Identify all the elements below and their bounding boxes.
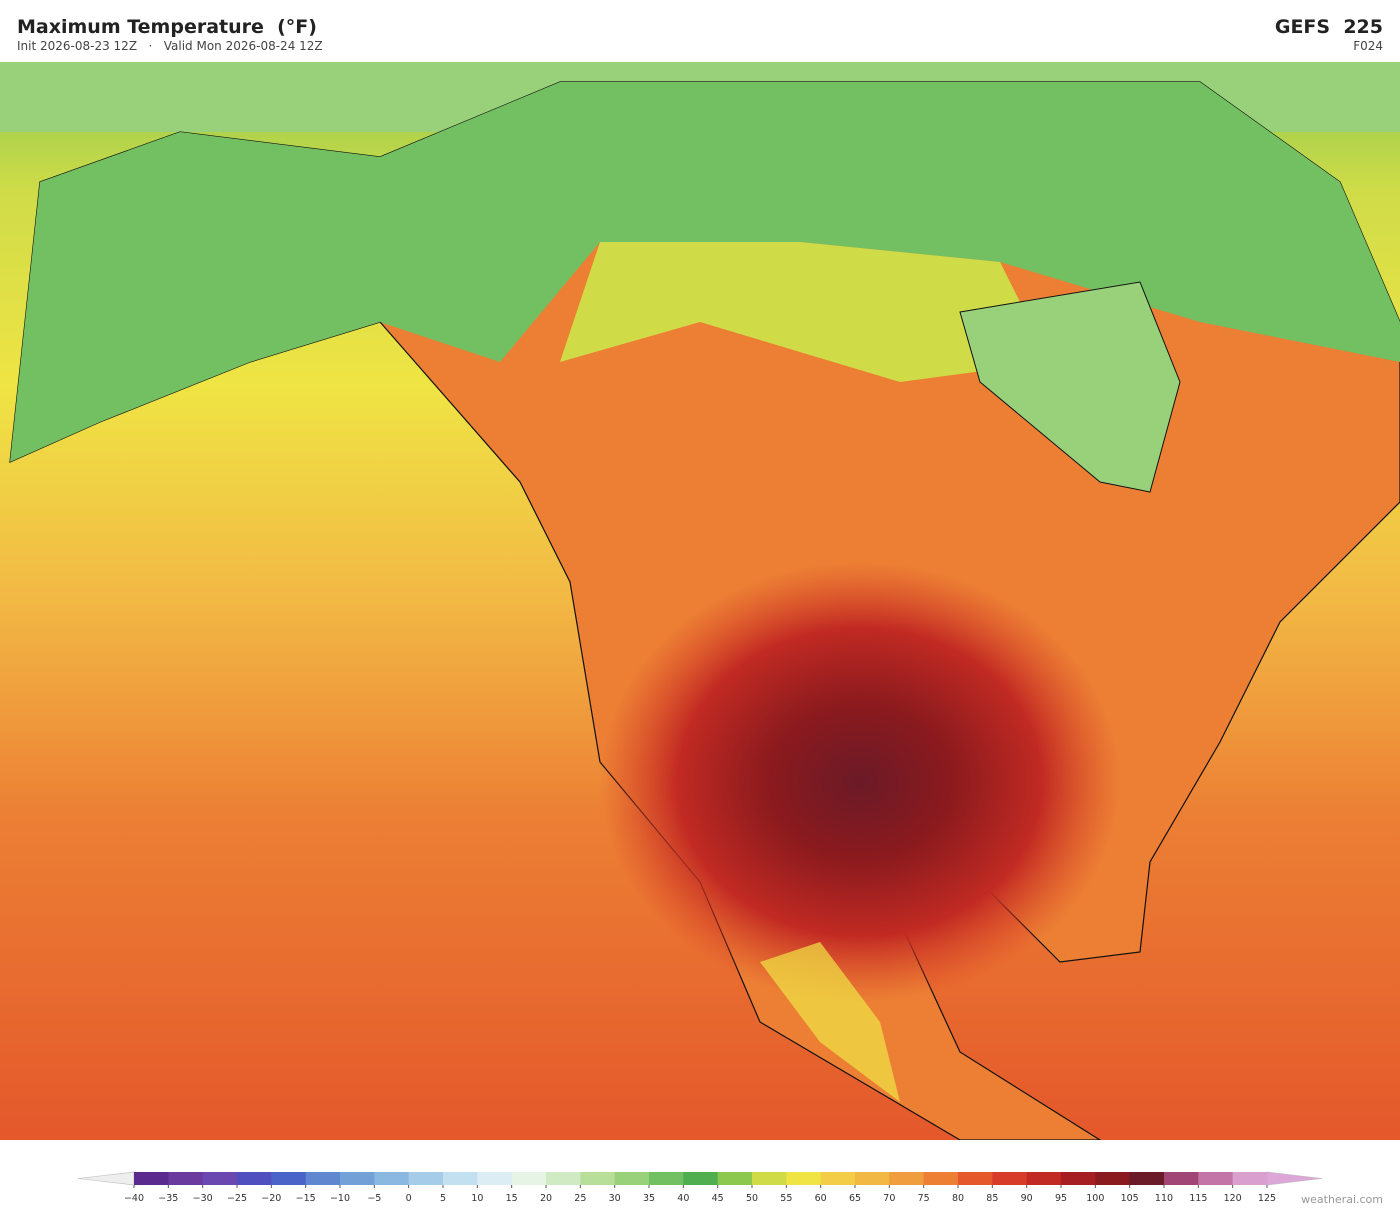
tick-label: 30: [609, 1193, 621, 1204]
tick-label: 80: [952, 1193, 964, 1204]
color-box: [923, 1172, 959, 1185]
color-box: [1232, 1172, 1268, 1185]
color-box: [992, 1172, 1028, 1185]
color-box: [408, 1172, 444, 1185]
color-box: [717, 1172, 753, 1185]
credit: weatherai.com: [1301, 1193, 1383, 1206]
color-box: [374, 1172, 410, 1185]
color-box: [305, 1172, 341, 1185]
extend-low: [77, 1171, 135, 1186]
forecast-hour: F024: [1353, 39, 1383, 53]
tick-label: −15: [296, 1193, 316, 1204]
tick-label: −35: [158, 1193, 178, 1204]
color-box: [237, 1172, 272, 1185]
color-box: [649, 1172, 684, 1185]
tick-label: −20: [261, 1193, 281, 1204]
color-box: [1095, 1172, 1131, 1185]
color-box: [958, 1172, 993, 1185]
tick-label: 65: [849, 1193, 861, 1204]
color-box: [614, 1172, 650, 1185]
color-box: [786, 1172, 822, 1185]
tick-label: −10: [330, 1193, 350, 1204]
tick-label: 90: [1021, 1193, 1033, 1204]
color-box: [1061, 1172, 1096, 1185]
color-box: [134, 1172, 169, 1185]
color-box: [168, 1172, 204, 1185]
color-box: [271, 1172, 307, 1185]
tick-label: −40: [124, 1193, 144, 1204]
tick-label: −5: [367, 1193, 381, 1204]
subtitle: Init 2026-08-23 12Z · Valid Mon 2026-08-…: [17, 39, 323, 53]
tick-label: 5: [440, 1193, 446, 1204]
color-box: [546, 1172, 581, 1185]
tick-label: 15: [506, 1193, 518, 1204]
tick-label: 25: [574, 1193, 586, 1204]
color-box: [1129, 1172, 1165, 1185]
color-box: [580, 1172, 616, 1185]
tick-label: 70: [883, 1193, 895, 1204]
tick-label: 35: [643, 1193, 655, 1204]
tick-label: 95: [1055, 1193, 1067, 1204]
tick-label: 105: [1121, 1193, 1139, 1204]
model: GEFS 225: [1274, 16, 1383, 38]
tick-label: 115: [1189, 1193, 1207, 1204]
colorbar: −40 −35 −30 −25 −20 −15 −10 −5 0 5 10 15 20 25 30 35 40 4…: [77, 1171, 1323, 1204]
tick-label: −30: [193, 1193, 213, 1204]
color-box: [511, 1172, 547, 1185]
color-box: [855, 1172, 890, 1185]
tick-label: 50: [746, 1193, 758, 1204]
color-box: [820, 1172, 856, 1185]
color-box: [202, 1172, 238, 1185]
tick-label: 10: [471, 1193, 483, 1204]
tick-label: 75: [918, 1193, 930, 1204]
color-box: [1026, 1172, 1062, 1185]
tick-label: 100: [1086, 1193, 1104, 1204]
color-box: [683, 1172, 719, 1185]
color-box: [752, 1172, 787, 1185]
tick-label: 55: [780, 1193, 792, 1204]
color-box: [1164, 1172, 1199, 1185]
tick-label: 40: [677, 1193, 689, 1204]
title: Maximum Temperature (°F): [17, 16, 317, 38]
color-box: [340, 1172, 375, 1185]
extend-high: [1266, 1171, 1323, 1186]
tick-label: 110: [1155, 1193, 1173, 1204]
tick-label: 45: [712, 1193, 724, 1204]
color-box: [477, 1172, 513, 1185]
map: [0, 62, 1400, 1140]
color-box: [443, 1172, 478, 1185]
tick-label: 125: [1258, 1193, 1276, 1204]
tick-label: 85: [986, 1193, 998, 1204]
color-box: [889, 1172, 925, 1185]
tick-label: 20: [540, 1193, 552, 1204]
tick-label: 60: [815, 1193, 827, 1204]
tick-label: 120: [1224, 1193, 1242, 1204]
tick-label: 0: [406, 1193, 412, 1204]
tick-label: −25: [227, 1193, 247, 1204]
color-box: [1198, 1172, 1234, 1185]
